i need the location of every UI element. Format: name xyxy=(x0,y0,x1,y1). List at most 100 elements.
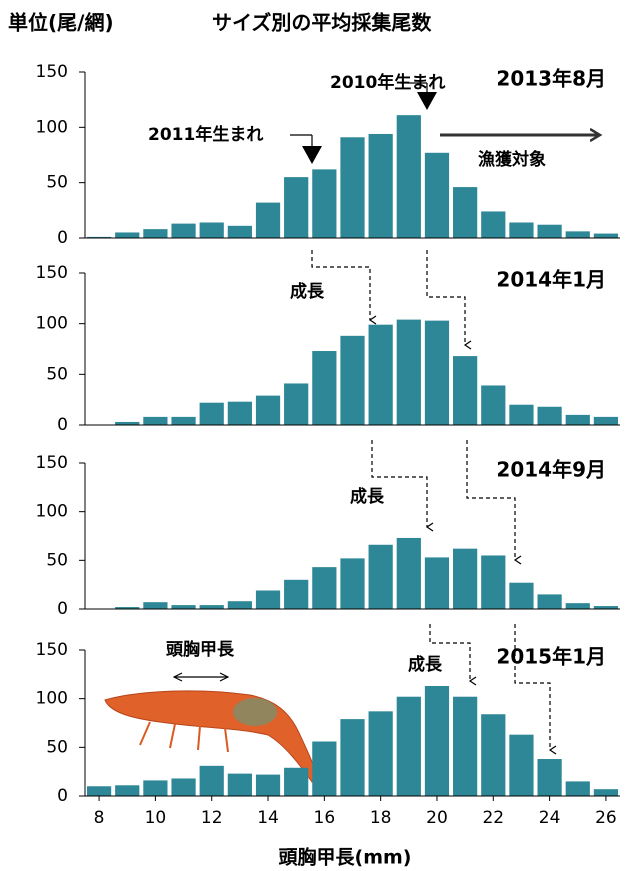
y-tick-label: 0 xyxy=(57,786,68,806)
bar xyxy=(537,406,562,425)
bar xyxy=(199,605,224,609)
bar xyxy=(340,137,365,238)
bar xyxy=(481,555,506,609)
bar xyxy=(396,696,421,796)
unit-label: 単位(尾/網) xyxy=(8,11,114,35)
bar xyxy=(255,395,281,425)
x-tick-label: 24 xyxy=(539,808,561,828)
y-tick-label: 100 xyxy=(36,502,68,522)
bar xyxy=(284,383,309,425)
y-tick-label: 100 xyxy=(36,314,68,334)
bar xyxy=(481,714,506,796)
bar xyxy=(340,558,365,609)
bar xyxy=(227,401,252,425)
y-tick-label: 150 xyxy=(36,453,68,473)
x-tick-label: 8 xyxy=(94,808,105,828)
bar xyxy=(565,231,590,238)
panel-label: 2014年1月 xyxy=(496,268,606,292)
bar xyxy=(481,211,506,238)
bar xyxy=(199,765,224,796)
x-tick-label: 10 xyxy=(145,808,167,828)
y-tick-label: 150 xyxy=(36,640,68,660)
annotation: 2011年生まれ xyxy=(148,124,263,145)
bar xyxy=(368,324,393,425)
x-tick-label: 22 xyxy=(482,808,504,828)
bar xyxy=(593,789,619,796)
bar xyxy=(171,223,196,238)
bar xyxy=(453,356,478,425)
bar xyxy=(368,544,393,609)
x-tick-label: 26 xyxy=(595,808,617,828)
bar xyxy=(284,177,309,238)
y-tick-label: 100 xyxy=(36,689,68,709)
bar xyxy=(312,567,337,609)
annotation: 2010年生まれ xyxy=(330,72,445,93)
panel-label: 2013年8月 xyxy=(496,67,606,91)
bar xyxy=(509,222,534,238)
bar xyxy=(368,133,393,238)
bar xyxy=(312,741,337,796)
bar xyxy=(199,402,224,425)
bar xyxy=(115,607,140,609)
bar xyxy=(481,385,506,425)
bar xyxy=(424,152,450,238)
bar xyxy=(453,696,478,796)
x-tick-label: 12 xyxy=(201,808,223,828)
bar xyxy=(171,778,196,796)
bar xyxy=(424,557,450,609)
y-tick-label: 150 xyxy=(36,263,68,283)
bar xyxy=(424,320,450,425)
bar xyxy=(86,236,112,238)
x-axis-label: 頭胸甲長(mm) xyxy=(279,846,412,869)
bar xyxy=(143,780,168,796)
y-tick-label: 50 xyxy=(46,737,68,757)
bar xyxy=(227,773,252,796)
bar xyxy=(255,590,281,609)
y-tick-label: 50 xyxy=(46,173,68,193)
annotation: 成長 xyxy=(290,281,325,302)
bar xyxy=(284,767,309,796)
bar xyxy=(86,786,112,796)
bar xyxy=(453,548,478,609)
y-tick-label: 100 xyxy=(36,117,68,137)
x-tick-label: 18 xyxy=(370,808,392,828)
bar xyxy=(115,785,140,796)
bar xyxy=(593,416,619,425)
bar xyxy=(537,759,562,796)
growth-arrows xyxy=(311,250,557,755)
bar xyxy=(255,202,281,238)
bar xyxy=(565,603,590,609)
bar xyxy=(143,229,168,238)
bar xyxy=(453,187,478,238)
bar xyxy=(171,605,196,609)
bar xyxy=(593,606,619,609)
bar xyxy=(537,594,562,609)
bar xyxy=(593,233,619,238)
annotation: 頭胸甲長 xyxy=(166,639,235,660)
bar xyxy=(143,602,168,609)
annotation: 成長 xyxy=(408,654,443,675)
bar xyxy=(509,734,534,796)
bar xyxy=(171,416,196,425)
chart-title: サイズ別の平均採集尾数 xyxy=(212,11,432,35)
y-tick-label: 150 xyxy=(36,62,68,82)
bar xyxy=(199,222,224,238)
y-tick-label: 50 xyxy=(46,364,68,384)
y-tick-label: 50 xyxy=(46,550,68,570)
panel-label: 2015年1月 xyxy=(496,645,606,669)
bar xyxy=(565,781,590,796)
bar xyxy=(565,414,590,425)
bar xyxy=(424,686,450,796)
y-tick-label: 0 xyxy=(57,228,68,248)
bar xyxy=(396,537,421,609)
bar xyxy=(509,404,534,425)
bar xyxy=(143,416,168,425)
bar xyxy=(396,115,421,238)
annotation: 成長 xyxy=(350,486,385,507)
annotation: 漁獲対象 xyxy=(478,149,546,170)
bar xyxy=(255,774,281,796)
x-tick-label: 16 xyxy=(314,808,336,828)
bar xyxy=(115,421,140,425)
year-class-arrows xyxy=(174,82,600,677)
